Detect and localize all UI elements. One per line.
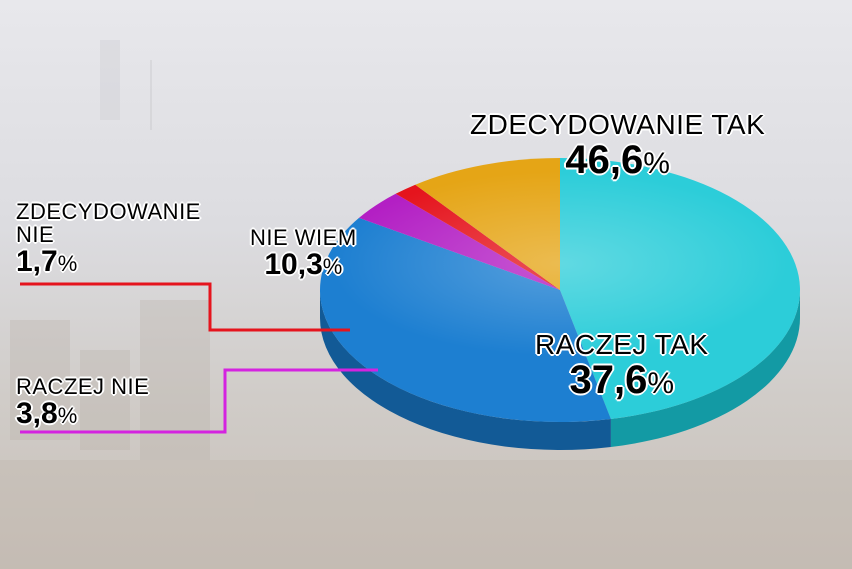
label-name: RACZEJ TAK	[535, 330, 709, 359]
label-value: 1,7	[16, 245, 58, 278]
percent-sign: %	[58, 251, 78, 276]
label-value: 46,6	[565, 138, 643, 182]
pie-chart	[0, 0, 852, 569]
label-raczej-tak: RACZEJ TAK 37,6%	[535, 330, 709, 401]
label-name: RACZEJ NIE	[16, 375, 149, 398]
label-zdecydowanie-nie: ZDECYDOWANIENIE 1,7%	[16, 200, 201, 278]
label-value: 37,6	[570, 358, 648, 402]
percent-sign: %	[643, 147, 670, 180]
percent-sign: %	[58, 403, 78, 428]
percent-sign: %	[647, 367, 674, 400]
label-raczej-nie: RACZEJ NIE 3,8%	[16, 375, 149, 430]
label-name: ZDECYDOWANIE TAK	[470, 110, 765, 139]
label-value: 3,8	[16, 397, 58, 430]
label-value: 10,3	[264, 248, 322, 281]
label-name: NIE WIEM	[250, 226, 357, 249]
label-name: ZDECYDOWANIENIE	[16, 200, 201, 246]
percent-sign: %	[323, 254, 343, 279]
label-nie-wiem: NIE WIEM 10,3%	[250, 226, 357, 281]
label-zdecydowanie-tak: ZDECYDOWANIE TAK 46,6%	[470, 110, 765, 181]
